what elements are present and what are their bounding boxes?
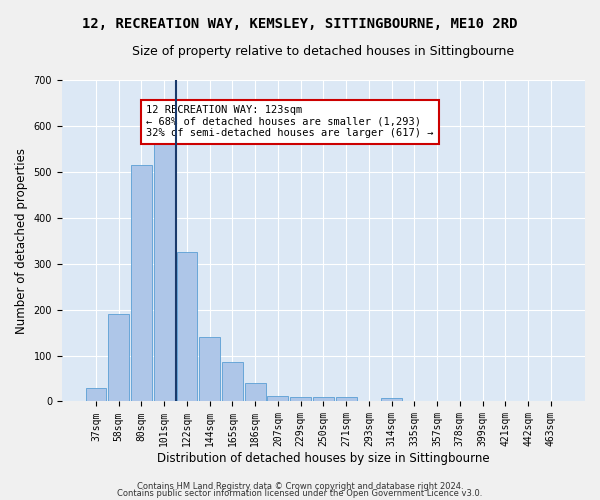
- Title: Size of property relative to detached houses in Sittingbourne: Size of property relative to detached ho…: [133, 45, 514, 58]
- Bar: [154, 144, 175, 402]
- Bar: [290, 397, 311, 402]
- Bar: [131, 165, 152, 402]
- Bar: [245, 383, 266, 402]
- Bar: [222, 362, 243, 402]
- Bar: [381, 398, 402, 402]
- Bar: [199, 337, 220, 402]
- Text: Contains HM Land Registry data © Crown copyright and database right 2024.: Contains HM Land Registry data © Crown c…: [137, 482, 463, 491]
- Y-axis label: Number of detached properties: Number of detached properties: [15, 148, 28, 334]
- Bar: [108, 314, 129, 402]
- Text: 12, RECREATION WAY, KEMSLEY, SITTINGBOURNE, ME10 2RD: 12, RECREATION WAY, KEMSLEY, SITTINGBOUR…: [82, 18, 518, 32]
- Bar: [335, 398, 356, 402]
- X-axis label: Distribution of detached houses by size in Sittingbourne: Distribution of detached houses by size …: [157, 452, 490, 465]
- Bar: [176, 252, 197, 402]
- Text: Contains public sector information licensed under the Open Government Licence v3: Contains public sector information licen…: [118, 489, 482, 498]
- Bar: [313, 398, 334, 402]
- Bar: [86, 388, 106, 402]
- Bar: [268, 396, 289, 402]
- Text: 12 RECREATION WAY: 123sqm
← 68% of detached houses are smaller (1,293)
32% of se: 12 RECREATION WAY: 123sqm ← 68% of detac…: [146, 106, 434, 138]
